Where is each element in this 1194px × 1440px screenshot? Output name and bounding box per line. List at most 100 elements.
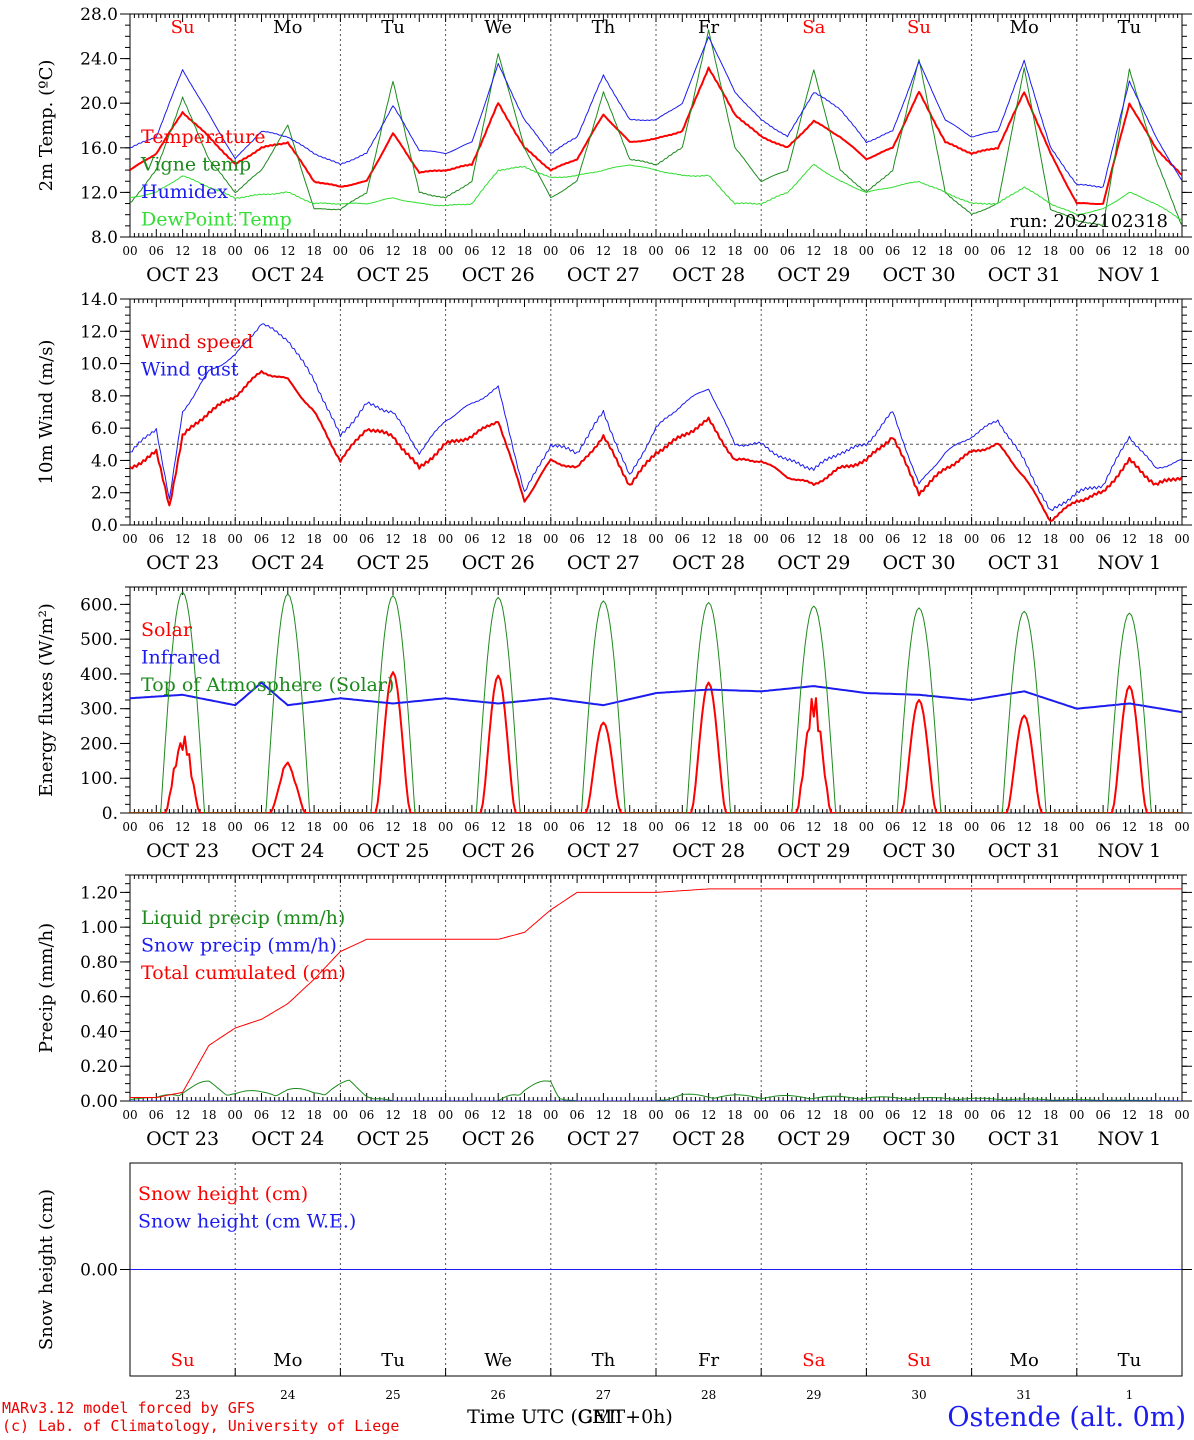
hour-label: 12 (385, 820, 400, 834)
hour-label: 06 (464, 532, 479, 546)
y-tick-label: 8.0 (91, 228, 118, 248)
day-number: 23 (175, 1388, 190, 1402)
hour-label: 06 (359, 1108, 374, 1122)
hour-label: 18 (1043, 532, 1058, 546)
hour-label: 00 (648, 1108, 663, 1122)
day-number: 26 (491, 1388, 506, 1402)
hour-label: 18 (306, 820, 321, 834)
hour-label: 18 (1043, 1108, 1058, 1122)
hour-label: 06 (885, 532, 900, 546)
hour-label: 06 (675, 244, 690, 258)
hour-label: 18 (622, 532, 637, 546)
y-tick-label: 28.0 (80, 5, 118, 25)
x-axis-overlap-label: CET (577, 1406, 618, 1428)
day-number: 31 (1017, 1388, 1032, 1402)
hour-label: 00 (438, 244, 453, 258)
hour-label: 06 (780, 820, 795, 834)
hour-label: 00 (648, 820, 663, 834)
day-number: 1 (1126, 1388, 1134, 1402)
hour-label: 06 (990, 244, 1005, 258)
day-number: 24 (280, 1388, 296, 1402)
hour-label: 00 (438, 820, 453, 834)
hour-label: 18 (727, 1108, 742, 1122)
hour-label: 18 (727, 820, 742, 834)
hour-label: 18 (832, 1108, 847, 1122)
hour-label: 06 (359, 820, 374, 834)
hour-label: 18 (306, 532, 321, 546)
hour-label: 12 (911, 1108, 926, 1122)
hour-label: 00 (859, 1108, 874, 1122)
hour-label: 00 (1069, 820, 1084, 834)
legend-wind-speed: Wind speed (141, 331, 253, 353)
hour-label: 18 (201, 532, 216, 546)
hour-label: 00 (543, 244, 558, 258)
weekday-label: Fr (698, 1350, 719, 1371)
hour-label: 18 (1043, 820, 1058, 834)
hour-label: 18 (517, 820, 532, 834)
date-label: OCT 23 (146, 552, 219, 574)
hour-label: 12 (1017, 532, 1032, 546)
hour-label: 06 (569, 1108, 584, 1122)
hour-label: 18 (412, 532, 427, 546)
hour-label: 18 (832, 244, 847, 258)
hour-label: 00 (754, 532, 769, 546)
hour-label: 06 (1095, 244, 1110, 258)
series-wind-gust (130, 323, 1182, 511)
y-tick-label: 0.60 (80, 988, 118, 1008)
y-axis-label: 2m Temp. (ºC) (36, 60, 57, 192)
series-liquid-precip-mm-h (130, 1079, 1182, 1101)
hour-label: 06 (254, 244, 269, 258)
date-label: OCT 25 (356, 264, 429, 286)
x-axis-label: Time UTC (GMT+0h) (467, 1406, 673, 1428)
date-label: OCT 25 (356, 840, 429, 862)
y-tick-label: 0.40 (80, 1022, 118, 1042)
weekday-label: Tu (1118, 1350, 1142, 1371)
hour-label: 18 (517, 1108, 532, 1122)
weekday-label: Sa (802, 17, 825, 38)
hour-label: 12 (1122, 532, 1137, 546)
hour-label: 18 (938, 1108, 953, 1122)
hour-label: 06 (464, 1108, 479, 1122)
hour-label: 12 (175, 244, 190, 258)
hour-label: 12 (491, 244, 506, 258)
date-label: OCT 31 (988, 840, 1061, 862)
date-label: OCT 30 (882, 840, 955, 862)
hour-label: 00 (333, 244, 348, 258)
date-label: NOV 1 (1098, 840, 1162, 862)
hour-label: 00 (333, 820, 348, 834)
hour-label: 18 (517, 244, 532, 258)
hour-label: 18 (727, 532, 742, 546)
hour-label: 00 (1174, 820, 1189, 834)
hour-label: 00 (1069, 532, 1084, 546)
hour-label: 00 (1174, 532, 1189, 546)
legend-snow-height-cm-w-e: Snow height (cm W.E.) (138, 1211, 356, 1233)
hour-label: 12 (491, 1108, 506, 1122)
hour-label: 00 (228, 820, 243, 834)
legend-wind-gust: Wind gust (141, 359, 239, 381)
hour-label: 12 (701, 1108, 716, 1122)
hour-label: 00 (122, 820, 137, 834)
hour-label: 12 (175, 532, 190, 546)
panel-3: 00 06 12 18 00 06 12 18 00 06 12 18 00 06 12 18 00 06 12 18… (36, 586, 1192, 862)
hour-label: 12 (806, 820, 821, 834)
hour-label: 00 (122, 1108, 137, 1122)
hour-label: 18 (412, 820, 427, 834)
hour-label: 06 (149, 532, 164, 546)
hour-label: 06 (149, 1108, 164, 1122)
hour-label: 12 (491, 532, 506, 546)
y-tick-label: 12.0 (80, 322, 118, 342)
y-tick-label: 0.00 (80, 1092, 118, 1112)
hour-label: 00 (122, 244, 137, 258)
hour-label: 06 (675, 820, 690, 834)
hour-label: 00 (228, 1108, 243, 1122)
date-label: OCT 24 (251, 552, 324, 574)
legend-liquid-precip-mm-h: Liquid precip (mm/h) (141, 907, 345, 929)
date-label: OCT 28 (672, 264, 745, 286)
hour-label: 12 (280, 1108, 295, 1122)
date-label: OCT 25 (356, 552, 429, 574)
hour-label: 12 (1122, 1108, 1137, 1122)
hour-label: 12 (806, 244, 821, 258)
hour-label: 06 (990, 1108, 1005, 1122)
y-tick-label: 0. (102, 804, 118, 824)
hour-label: 18 (727, 244, 742, 258)
